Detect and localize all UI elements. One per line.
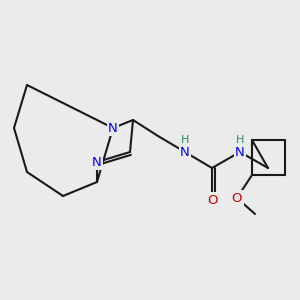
Text: O: O [232, 191, 242, 205]
Text: O: O [207, 194, 217, 206]
Text: H: H [181, 135, 189, 145]
Text: H: H [236, 135, 244, 145]
Text: N: N [108, 122, 118, 134]
Text: N: N [235, 146, 245, 158]
Text: N: N [92, 155, 102, 169]
Text: N: N [180, 146, 190, 158]
